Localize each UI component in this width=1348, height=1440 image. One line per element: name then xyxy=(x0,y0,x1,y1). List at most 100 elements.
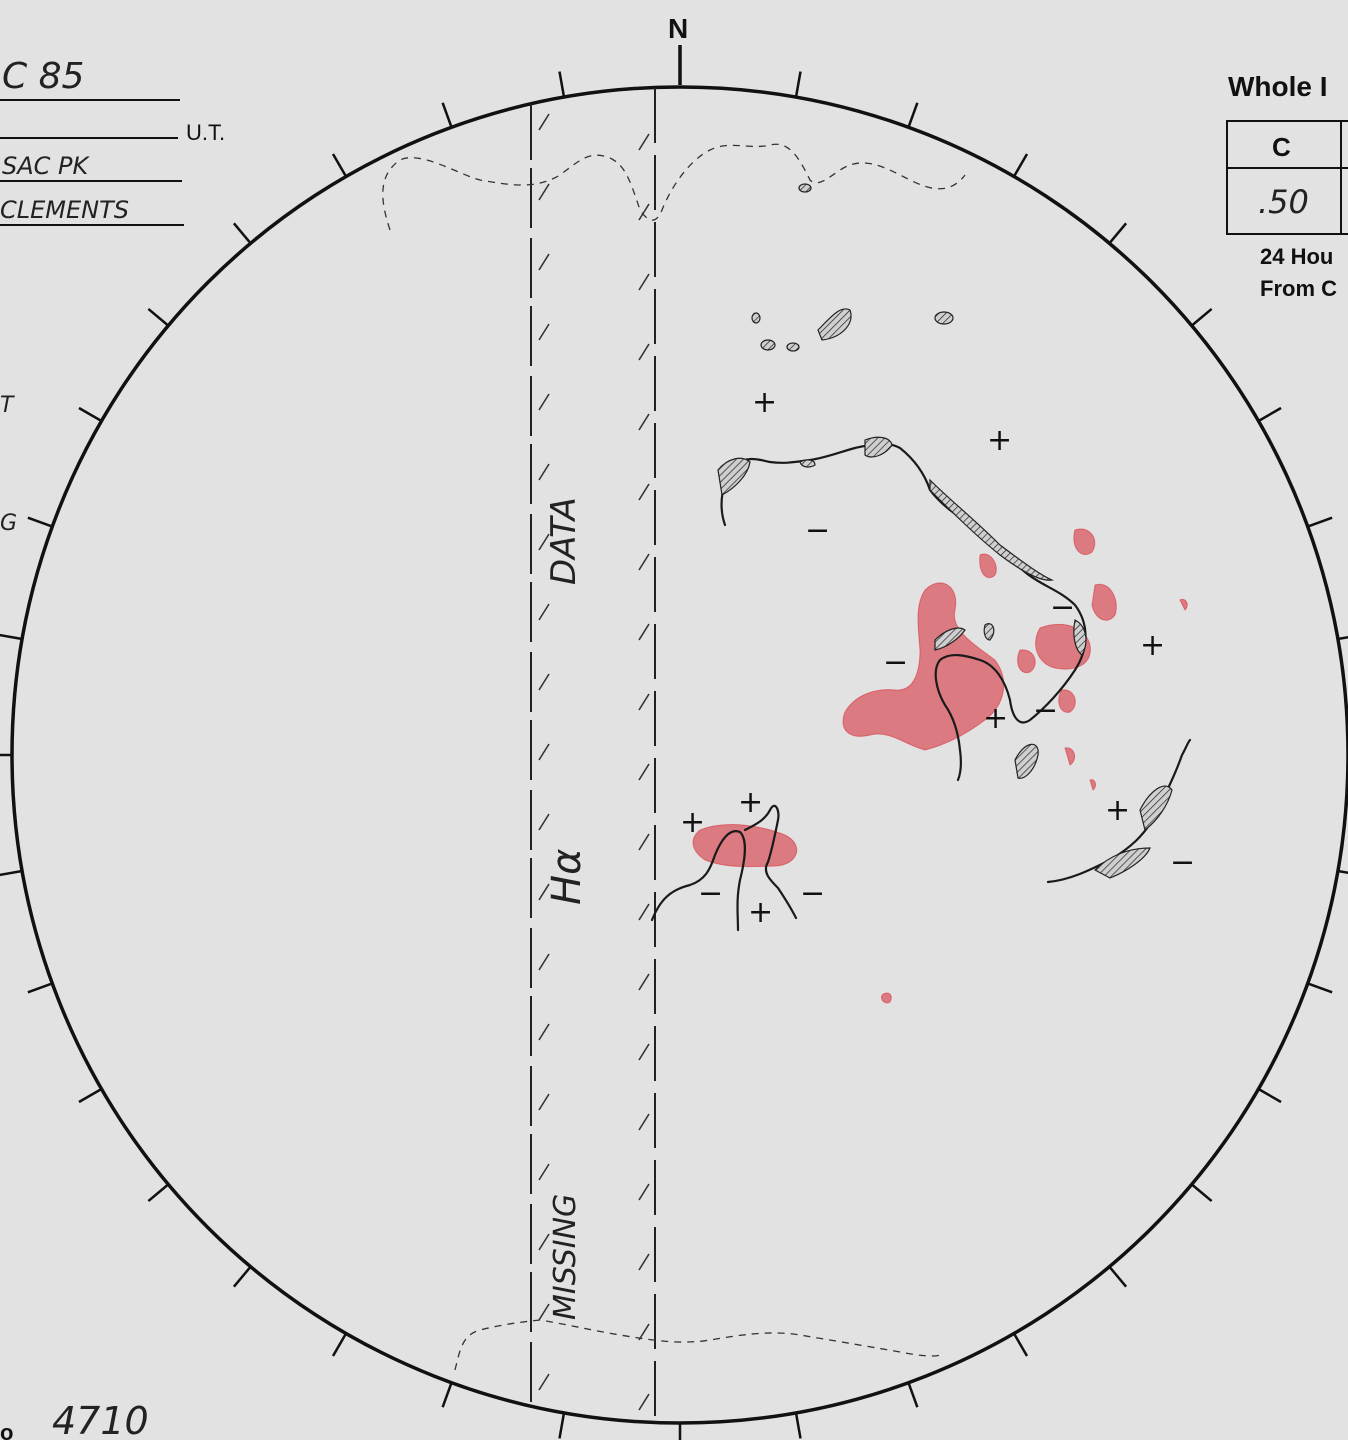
header-lines xyxy=(0,99,184,226)
svg-text:+: + xyxy=(983,701,1008,736)
gap-tick xyxy=(538,393,550,411)
limb-tick xyxy=(0,633,23,641)
limb-tick xyxy=(558,71,566,98)
svg-text:−: − xyxy=(805,513,830,548)
table-value: .50 xyxy=(1258,183,1309,221)
svg-text:+: + xyxy=(748,895,773,930)
gap-tick xyxy=(538,1233,550,1251)
gap-tick xyxy=(638,903,650,921)
footer-prefix: o xyxy=(0,1420,13,1440)
band-label-missing: MISSING xyxy=(548,1194,583,1320)
values-table xyxy=(1226,120,1348,235)
gap-tick xyxy=(538,323,550,341)
gap-tick xyxy=(638,343,650,361)
gap-tick xyxy=(638,413,650,431)
limb-tick xyxy=(794,1412,802,1439)
footer-number: 4710 xyxy=(52,1399,149,1440)
limb-tick xyxy=(1307,516,1333,528)
gap-tick xyxy=(638,553,650,571)
gap-tick xyxy=(638,623,650,641)
limb-tick xyxy=(331,1332,348,1357)
svg-text:−: − xyxy=(800,876,825,911)
limb-tick xyxy=(232,222,252,245)
north-label: N xyxy=(668,13,688,44)
svg-text:+: + xyxy=(738,785,763,820)
gap-tick xyxy=(538,1163,550,1181)
svg-text:+: + xyxy=(987,423,1012,458)
side-label-upper: T xyxy=(0,393,15,418)
limb-tick xyxy=(441,102,453,128)
gap-tick xyxy=(638,833,650,851)
limb-tick xyxy=(1012,1332,1029,1357)
svg-text:−: − xyxy=(698,876,723,911)
gap-tick xyxy=(538,1373,550,1391)
gap-tick xyxy=(638,1393,650,1411)
limb-tick xyxy=(331,153,348,178)
limb-tick xyxy=(1190,307,1213,327)
gap-tick xyxy=(538,183,550,201)
gap-tick xyxy=(638,763,650,781)
limb-tick xyxy=(1108,1265,1128,1288)
gap-tick xyxy=(538,953,550,971)
svg-text:−: − xyxy=(1033,693,1058,728)
limb-tick xyxy=(78,1087,103,1104)
gap-tick xyxy=(638,1253,650,1271)
gap-tick xyxy=(538,883,550,901)
band-label-halpha: Hα xyxy=(544,849,590,905)
limb-tick xyxy=(1337,869,1348,875)
limb-tick xyxy=(78,406,103,423)
limb-tick xyxy=(27,982,53,994)
svg-text:−: − xyxy=(883,645,908,680)
gap-tick xyxy=(638,1113,650,1131)
svg-text:+: + xyxy=(1105,793,1130,828)
gap-tick xyxy=(538,603,550,621)
caption-line2: From C xyxy=(1260,276,1337,301)
gap-tick xyxy=(638,693,650,711)
limb-tick xyxy=(0,869,23,877)
limb-tick xyxy=(441,1382,453,1408)
svg-text:+: + xyxy=(752,385,777,420)
limb-tick xyxy=(1257,406,1282,423)
gap-tick xyxy=(538,1303,550,1321)
side-label-mid: G xyxy=(0,511,17,536)
plage-regions xyxy=(692,528,1188,1004)
gap-tick xyxy=(638,1043,650,1061)
limb-tick xyxy=(907,102,919,128)
gap-tick xyxy=(538,253,550,271)
svg-text:+: + xyxy=(1140,628,1165,663)
gap-hatch-ticks xyxy=(538,113,650,1411)
disc-tick-marks xyxy=(0,71,1348,1440)
limb-tick xyxy=(1307,982,1333,994)
gap-tick xyxy=(538,813,550,831)
gap-tick xyxy=(638,203,650,221)
header-observatory: SAC PK xyxy=(2,152,91,180)
limb-tick xyxy=(1108,222,1128,245)
svg-text:+: + xyxy=(680,805,705,840)
gap-tick xyxy=(638,973,650,991)
gap-tick xyxy=(538,113,550,131)
limb-tick xyxy=(1190,1183,1213,1203)
gap-tick xyxy=(538,1093,550,1111)
svg-text:−: − xyxy=(1050,590,1075,625)
title-partial: Whole I xyxy=(1228,71,1328,102)
limb-tick xyxy=(1337,635,1348,641)
svg-text:−: − xyxy=(1170,845,1195,880)
gap-tick xyxy=(638,1183,650,1201)
limb-tick xyxy=(27,516,53,528)
gap-tick xyxy=(638,133,650,151)
gap-tick xyxy=(538,673,550,691)
limb-tick xyxy=(558,1412,566,1439)
header-observer: CLEMENTS xyxy=(0,196,129,224)
limb-tick xyxy=(147,1183,170,1203)
limb-tick xyxy=(232,1265,252,1288)
caption-line1: 24 Hou xyxy=(1260,244,1333,269)
gap-tick xyxy=(538,463,550,481)
gap-tick xyxy=(538,743,550,761)
band-label-data: DATA xyxy=(544,497,584,585)
north-polar-boundary xyxy=(382,143,966,231)
gap-tick xyxy=(538,1023,550,1041)
gap-tick xyxy=(538,533,550,551)
header-time-suffix: U.T. xyxy=(186,120,225,145)
gap-tick xyxy=(638,273,650,291)
